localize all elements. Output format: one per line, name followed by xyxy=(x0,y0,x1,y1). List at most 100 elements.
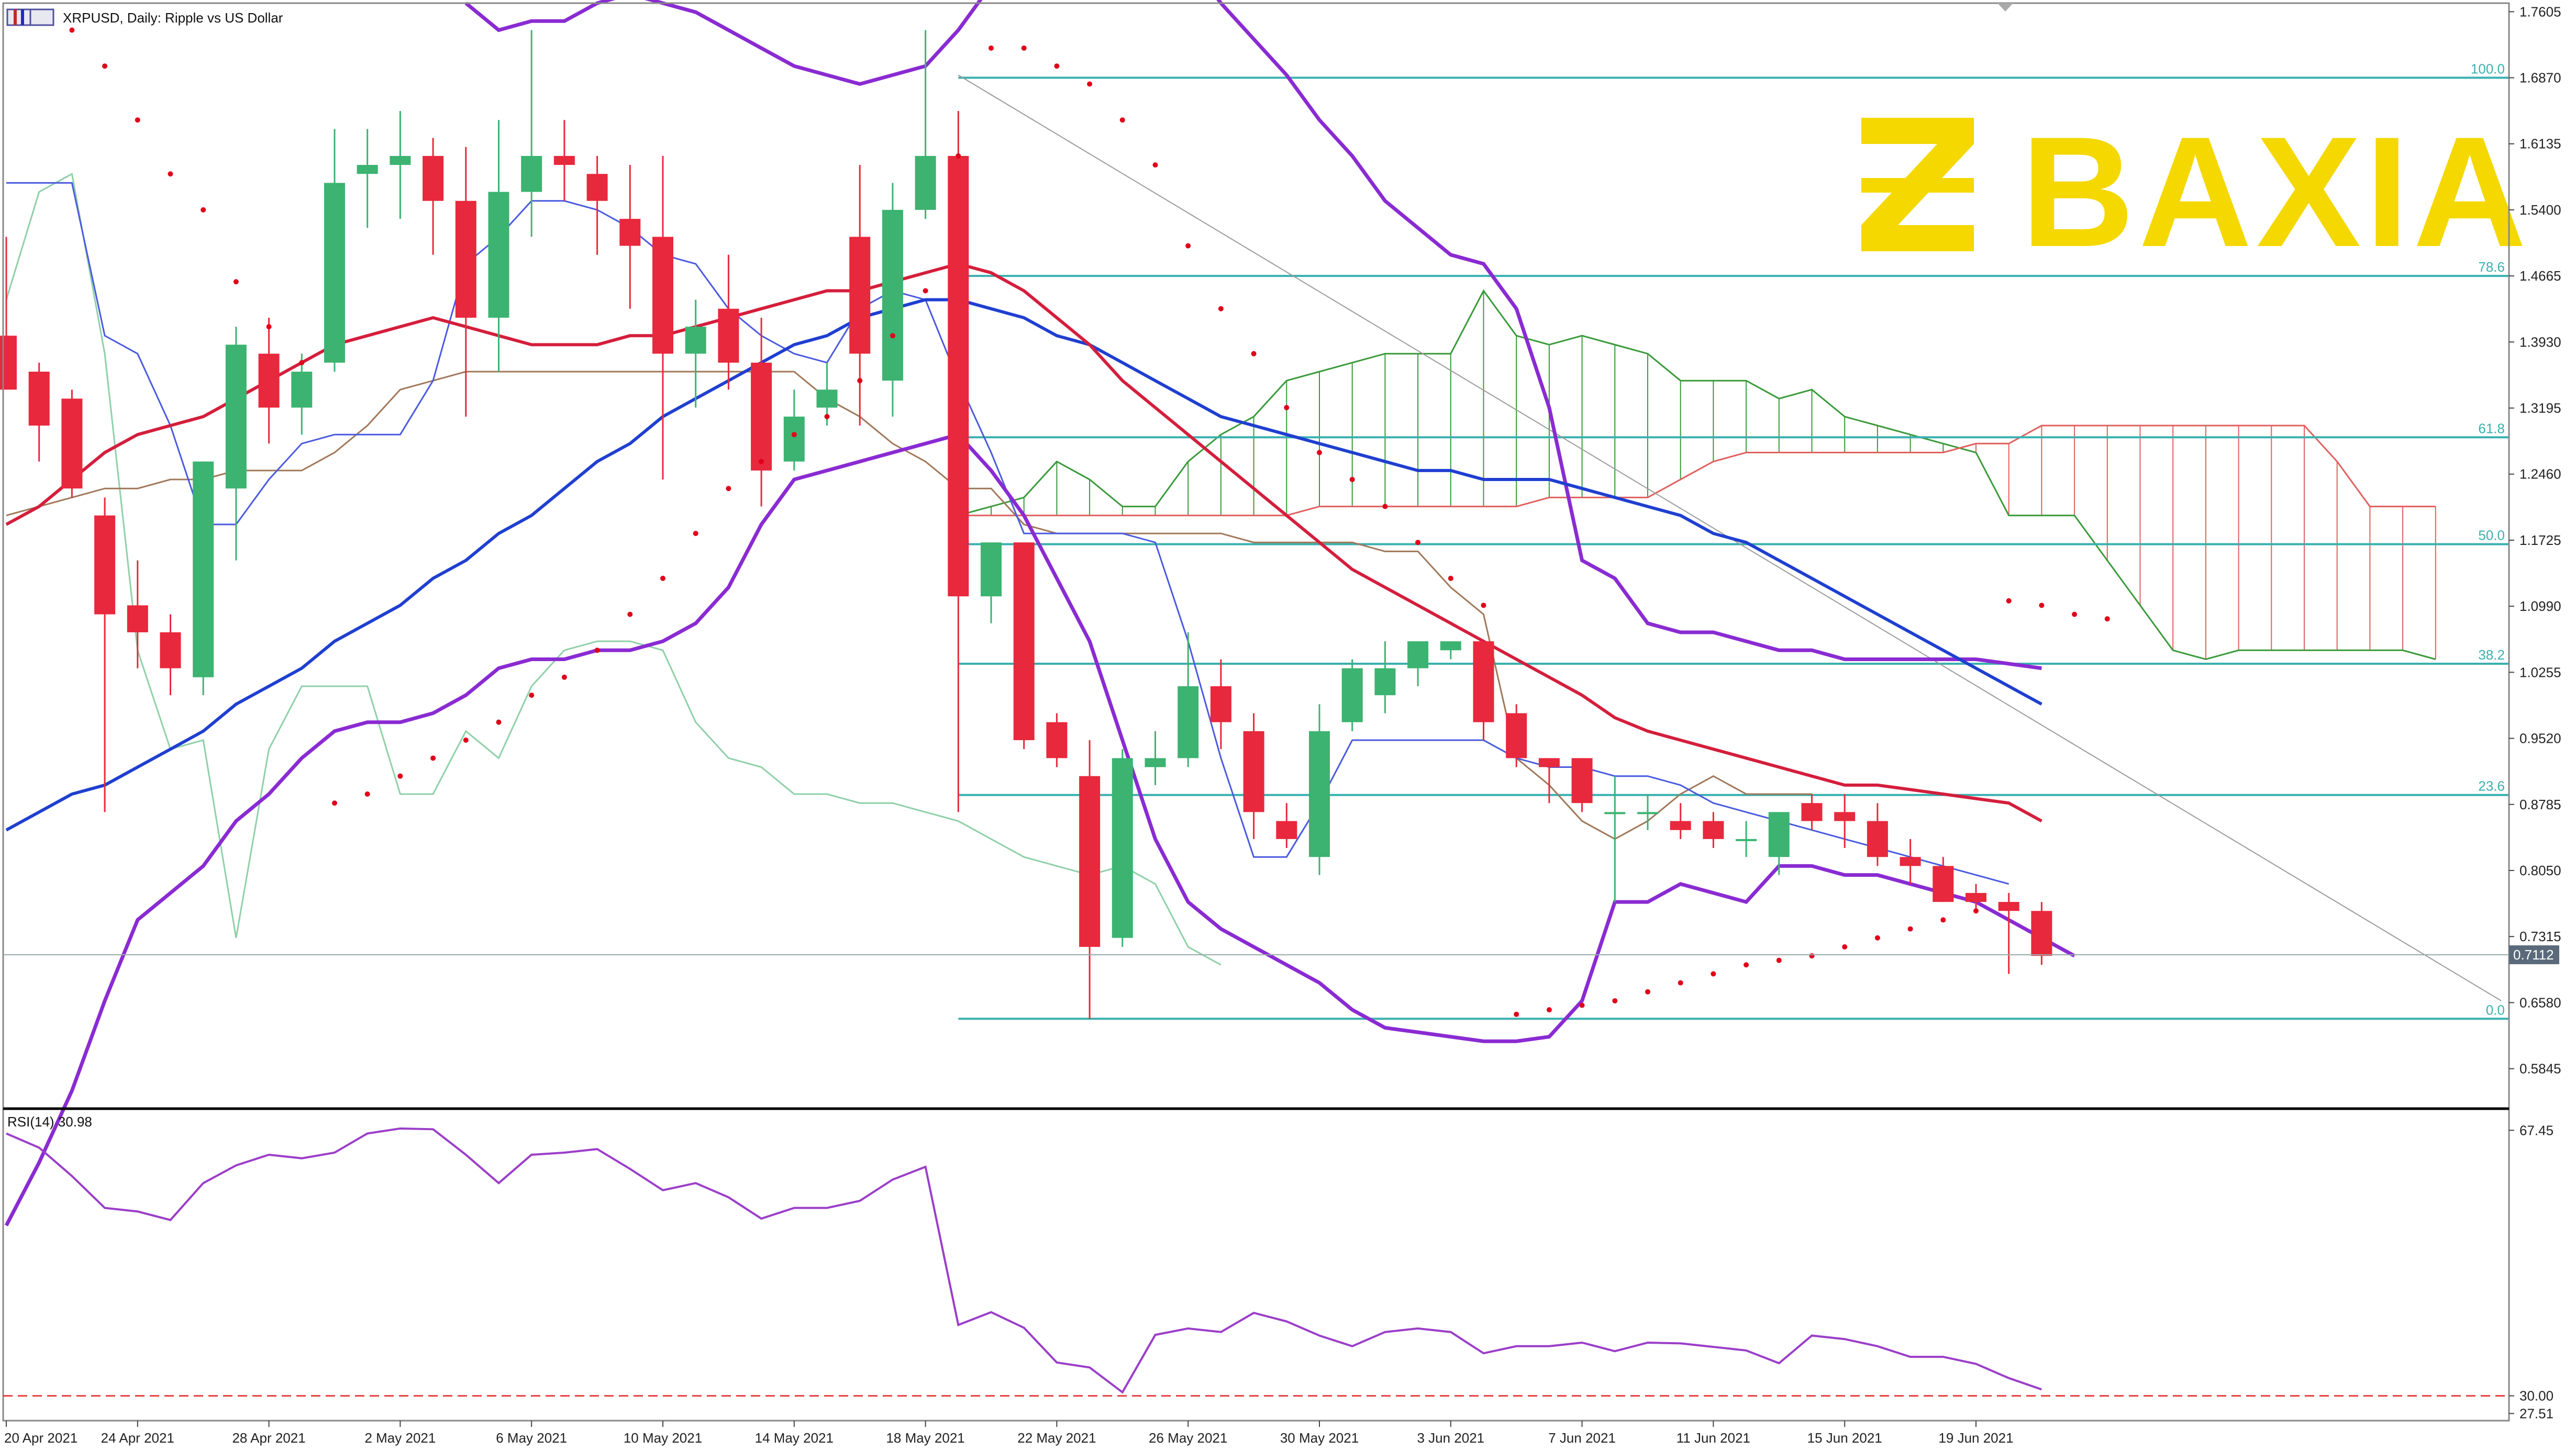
candle[interactable] xyxy=(1309,704,1330,875)
candle[interactable] xyxy=(1867,803,1888,866)
price-pane[interactable]: 100.0 78.6 61.8 50.0 38.2 23.6 0.0 xyxy=(0,0,2509,1226)
candle[interactable] xyxy=(1079,740,1101,1019)
candle[interactable] xyxy=(225,327,247,561)
candle[interactable] xyxy=(61,389,83,498)
date-axis[interactable]: 20 Apr 2021 24 Apr 2021 28 Apr 2021 2 May 2… xyxy=(4,1421,2014,1446)
candle[interactable] xyxy=(1013,542,1035,750)
sar-dot xyxy=(627,611,633,617)
candle[interactable] xyxy=(783,389,805,471)
date-tick-label: 18 May 2021 xyxy=(886,1430,964,1446)
price-tick-label: 1.4665 xyxy=(2519,268,2561,284)
candle[interactable] xyxy=(1506,704,1527,767)
chikou-span-line xyxy=(5,172,1222,966)
candle-body xyxy=(193,461,214,677)
candle-body xyxy=(652,237,673,354)
sar-dot xyxy=(102,63,108,69)
candle[interactable] xyxy=(1768,812,1790,875)
candle[interactable] xyxy=(1243,713,1264,839)
price-tick-label: 1.6870 xyxy=(2519,70,2561,86)
candle[interactable] xyxy=(193,461,214,696)
candle[interactable] xyxy=(1998,892,2019,974)
candle[interactable] xyxy=(357,129,378,228)
candle-body xyxy=(1243,731,1264,812)
candle[interactable] xyxy=(1374,641,1396,713)
candle[interactable] xyxy=(1604,776,1626,902)
candle[interactable] xyxy=(1538,758,1560,803)
fib-level-label: 61.8 xyxy=(2478,420,2505,436)
candle[interactable] xyxy=(94,497,116,812)
candle[interactable] xyxy=(981,542,1002,623)
sar-dot xyxy=(2039,602,2045,608)
candle-body xyxy=(488,192,509,318)
candle[interactable] xyxy=(1703,812,1724,849)
candle[interactable] xyxy=(390,111,411,219)
candle[interactable] xyxy=(291,353,313,435)
candle[interactable] xyxy=(1276,803,1297,849)
candle[interactable] xyxy=(1637,794,1658,830)
date-tick-label: 10 May 2021 xyxy=(624,1430,702,1446)
candle-body xyxy=(1703,821,1724,839)
fibonacci-levels[interactable]: 100.0 78.6 61.8 50.0 38.2 23.6 0.0 xyxy=(958,61,2509,1020)
rsi-pane[interactable] xyxy=(3,1127,2509,1397)
candle[interactable] xyxy=(619,165,641,309)
candle[interactable] xyxy=(258,317,280,444)
sar-dot xyxy=(1874,935,1880,941)
candle[interactable] xyxy=(1966,884,1986,911)
candle[interactable] xyxy=(423,138,444,255)
sar-dot xyxy=(1973,908,1979,914)
candle[interactable] xyxy=(915,30,936,219)
candle[interactable] xyxy=(1407,641,1429,686)
candle[interactable] xyxy=(160,614,181,696)
chart-header: XRPUSD, Daily: Ripple vs US Dollar xyxy=(6,8,283,26)
candle-body xyxy=(291,372,313,408)
candle[interactable] xyxy=(882,183,903,417)
baxia-logo: BAXIA xyxy=(1861,104,2526,280)
candle[interactable] xyxy=(718,254,739,390)
candle[interactable] xyxy=(28,362,50,462)
candle[interactable] xyxy=(849,165,871,426)
candle[interactable] xyxy=(816,362,838,426)
candle[interactable] xyxy=(1933,857,1954,902)
candle[interactable] xyxy=(127,560,148,668)
candle-body xyxy=(981,542,1002,597)
candle-body xyxy=(1473,641,1494,722)
candle[interactable] xyxy=(1341,659,1363,731)
candlesticks[interactable] xyxy=(0,30,2052,1019)
candle[interactable] xyxy=(1670,803,1691,839)
candle-body xyxy=(882,209,903,381)
candle[interactable] xyxy=(1801,794,1823,830)
candle[interactable] xyxy=(1112,749,1133,947)
candle[interactable] xyxy=(553,120,575,201)
sar-dot xyxy=(2104,616,2110,622)
candle[interactable] xyxy=(685,299,706,408)
candle[interactable] xyxy=(586,155,608,255)
candle[interactable] xyxy=(1046,713,1068,767)
candle[interactable] xyxy=(1571,758,1593,812)
candle[interactable] xyxy=(1210,659,1231,750)
candle[interactable] xyxy=(1900,839,1921,884)
candle[interactable] xyxy=(1834,794,1856,849)
candle[interactable] xyxy=(652,155,673,480)
price-axis[interactable]: 1.7605 1.6870 1.6135 1.5400 1.4665 1.3930 1.31… xyxy=(2509,4,2561,1077)
date-tick-label: 24 Apr 2021 xyxy=(101,1430,174,1446)
candle[interactable] xyxy=(1473,641,1494,740)
candle[interactable] xyxy=(1178,632,1199,767)
candle[interactable] xyxy=(324,129,345,372)
candle[interactable] xyxy=(1736,821,1757,857)
candle[interactable] xyxy=(1145,731,1166,785)
shift-marker-icon[interactable] xyxy=(1997,3,2013,12)
current-price-marker: 0.7112 xyxy=(3,945,2559,965)
candle[interactable] xyxy=(2031,902,2052,965)
candle-body xyxy=(619,219,641,246)
sar-dot xyxy=(1284,405,1290,410)
candle[interactable] xyxy=(455,147,476,417)
candle[interactable] xyxy=(948,111,969,812)
candle[interactable] xyxy=(488,120,509,372)
candle[interactable] xyxy=(1440,641,1461,660)
price-tick-label: 0.9520 xyxy=(2519,731,2561,746)
candle[interactable] xyxy=(521,30,542,237)
candle[interactable] xyxy=(751,317,772,507)
candle-body xyxy=(28,372,50,426)
